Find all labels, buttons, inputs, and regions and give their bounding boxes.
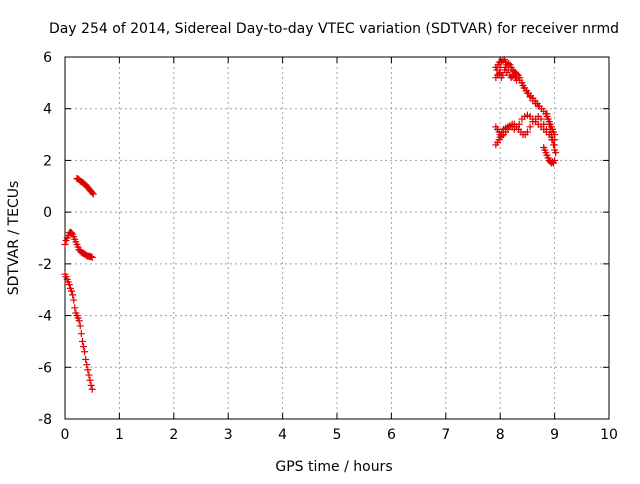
y-tick-label: -4	[38, 309, 52, 325]
data-point	[78, 337, 86, 345]
data-point	[508, 72, 516, 80]
data-point	[504, 59, 512, 67]
data-point	[523, 89, 531, 97]
data-point	[552, 149, 560, 157]
x-tick-label: 5	[333, 427, 342, 443]
data-point	[88, 253, 96, 261]
data-point	[75, 317, 83, 325]
data-point	[84, 366, 92, 374]
series-arc-a	[73, 175, 97, 198]
data-point	[70, 296, 78, 304]
x-tick-label: 0	[61, 427, 70, 443]
y-tick-label: -6	[38, 360, 52, 376]
data-point	[504, 66, 512, 74]
data-point	[85, 371, 93, 379]
x-tick-label: 10	[600, 427, 618, 443]
data-point	[551, 156, 559, 164]
y-tick-label: -2	[38, 257, 52, 273]
x-tick-label: 1	[115, 427, 124, 443]
x-tick-label: 2	[169, 427, 178, 443]
y-tick-label: 6	[43, 50, 52, 66]
data-point	[69, 291, 77, 299]
data-point	[87, 381, 95, 389]
series-arc-d	[492, 56, 559, 139]
data-point	[79, 343, 87, 351]
data-point	[68, 287, 76, 295]
points-layer	[61, 56, 560, 393]
y-tick-label: 4	[43, 102, 52, 118]
data-point	[548, 136, 556, 144]
data-point	[543, 110, 551, 118]
y-tick-label: -8	[38, 412, 52, 428]
data-point	[537, 115, 545, 123]
x-tick-label: 9	[550, 427, 559, 443]
series-arc-c	[61, 270, 96, 393]
data-point	[546, 125, 554, 133]
series-arc-h	[540, 144, 559, 167]
x-tick-label: 6	[387, 427, 396, 443]
data-point	[77, 330, 85, 338]
grid-layer	[65, 57, 609, 419]
x-axis-label: GPS time / hours	[275, 459, 392, 475]
data-point	[83, 361, 91, 369]
data-point	[544, 115, 552, 123]
data-point	[88, 189, 96, 197]
data-point	[526, 93, 534, 101]
data-point	[81, 348, 89, 356]
data-point	[76, 322, 84, 330]
data-point	[499, 71, 507, 79]
data-point	[526, 123, 534, 131]
data-point	[523, 128, 531, 136]
data-point	[68, 229, 76, 237]
data-point	[61, 240, 69, 248]
series-arc-e	[492, 63, 542, 110]
chart-title: Day 254 of 2014, Sidereal Day-to-day VTE…	[49, 21, 619, 37]
data-point	[89, 190, 97, 198]
y-tick-label: 0	[43, 205, 52, 221]
data-point	[547, 131, 555, 139]
data-point	[71, 304, 79, 312]
series-arc-b	[61, 228, 96, 261]
x-tick-label: 7	[441, 427, 450, 443]
data-point	[550, 141, 558, 149]
data-point	[65, 281, 73, 289]
series-arc-i	[543, 110, 560, 157]
ticks-layer: 0 1 2 3 4 5 6 7 8 9 10 -8 -6 -4 -2 0 2 4 6	[38, 50, 618, 443]
data-point	[534, 102, 542, 110]
y-tick-label: 2	[43, 153, 52, 169]
data-point	[498, 132, 506, 140]
data-point	[87, 253, 95, 261]
data-point	[86, 376, 94, 384]
data-point	[82, 356, 90, 364]
data-point	[495, 70, 503, 78]
y-axis-label: SDTVAR / TECUs	[6, 181, 22, 296]
x-tick-label: 4	[278, 427, 287, 443]
x-tick-label: 8	[496, 427, 505, 443]
x-tick-label: 3	[224, 427, 233, 443]
data-point	[545, 120, 553, 128]
data-point	[88, 385, 96, 393]
